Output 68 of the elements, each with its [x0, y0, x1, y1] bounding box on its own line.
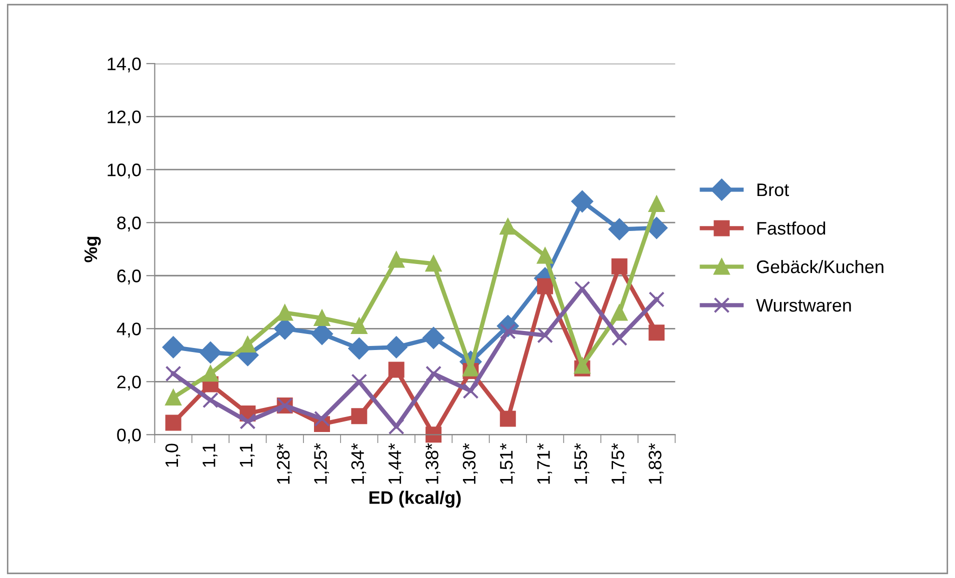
x-tick-label: 1,0	[165, 444, 180, 467]
point	[608, 218, 630, 240]
x-tick-label: 1,75*	[612, 443, 626, 484]
point	[422, 327, 444, 349]
point	[165, 414, 182, 431]
point	[426, 256, 442, 272]
legend-label: Gebäck/Kuchen	[756, 260, 884, 274]
point	[240, 413, 256, 430]
point	[537, 327, 554, 344]
point	[276, 304, 293, 321]
point	[388, 252, 404, 268]
point	[165, 390, 182, 406]
x-tick-label: 1,34*	[351, 443, 366, 484]
point	[611, 304, 628, 321]
point	[351, 374, 368, 390]
x-tick-label: 1,28*	[276, 443, 292, 484]
point	[611, 330, 628, 346]
point	[200, 342, 222, 364]
point	[162, 336, 184, 358]
point	[165, 366, 182, 382]
point	[314, 310, 330, 326]
point	[648, 324, 665, 341]
y-tick-label: 4,0	[116, 322, 141, 338]
point	[351, 408, 368, 424]
x-tick-label: 1,71*	[537, 443, 552, 484]
point	[462, 360, 479, 376]
point	[537, 248, 554, 264]
legend-label: Fastfood	[757, 221, 826, 235]
point	[462, 382, 479, 399]
x-tick-label: 1,55*	[574, 443, 590, 484]
point	[385, 336, 408, 358]
y-tick-label: 12,0	[108, 110, 141, 126]
x-tick-label: 1,1	[202, 444, 218, 467]
y-tick-label: 6,0	[117, 270, 141, 284]
point	[648, 196, 665, 212]
point	[314, 410, 330, 427]
y-tick-label: 8,0	[117, 216, 141, 232]
point	[574, 280, 590, 297]
point	[202, 392, 218, 408]
legend-label: Wurstwaren	[756, 299, 851, 312]
point	[426, 366, 442, 382]
point	[648, 291, 665, 308]
point	[202, 366, 218, 382]
y-tick-label: 10,0	[108, 164, 141, 178]
point	[611, 258, 628, 274]
point	[388, 362, 404, 378]
x-tick-label: 1,1	[240, 444, 255, 467]
point	[500, 410, 516, 427]
legend-label: Brot	[757, 184, 789, 196]
point	[537, 278, 554, 294]
x-tick-label: 1,38*	[426, 443, 441, 484]
x-tick-label: 1,44*	[388, 443, 404, 484]
y-axis-title: %g	[84, 236, 101, 262]
x-axis-title: ED (kcal/g)	[370, 490, 461, 508]
y-tick-label: 2,0	[117, 376, 141, 390]
point	[351, 318, 368, 334]
point	[388, 418, 404, 435]
y-tick-label: 14,0	[108, 58, 141, 72]
point	[500, 218, 516, 235]
x-tick-label: 1,30*	[462, 443, 478, 484]
point	[348, 338, 370, 360]
x-tick-label: 1,83*	[648, 443, 664, 484]
point	[571, 190, 594, 212]
point	[426, 426, 442, 443]
x-tick-label: 1,25*	[314, 443, 329, 484]
x-tick-label: 1,51*	[500, 443, 515, 484]
y-tick-label: 0,0	[117, 428, 141, 444]
point	[240, 336, 256, 353]
